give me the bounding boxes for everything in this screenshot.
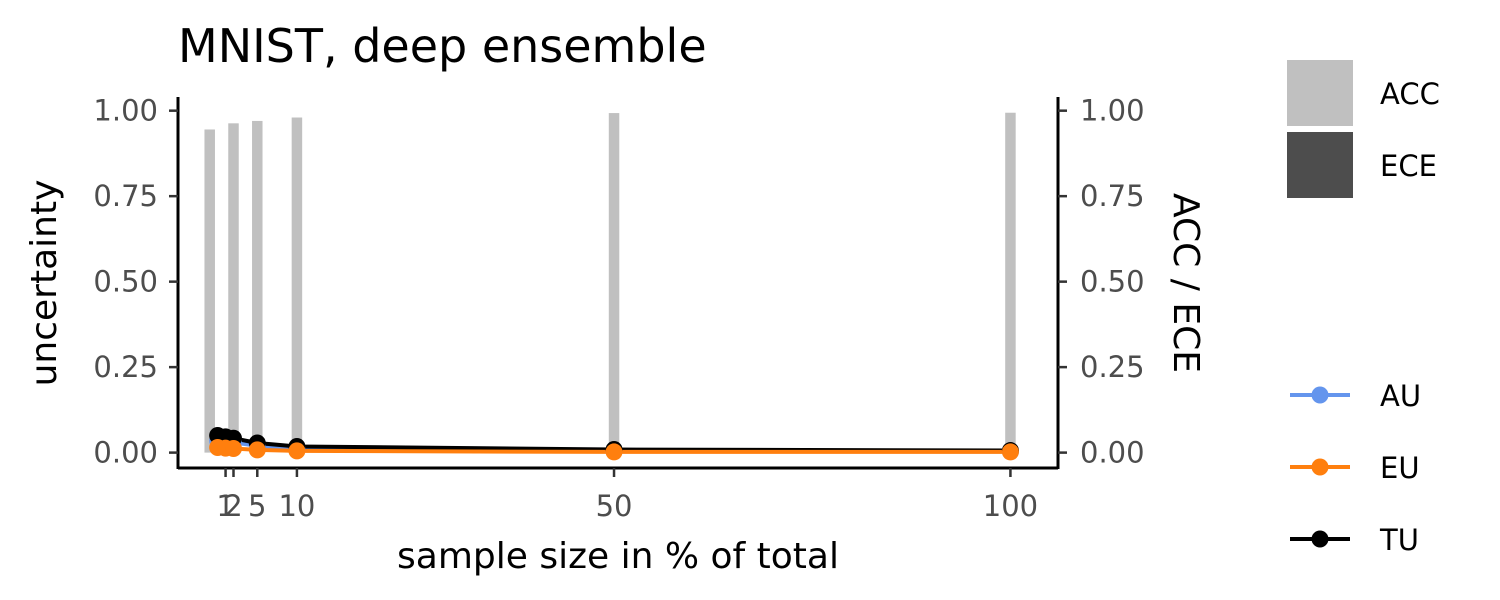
legend-marker-tu xyxy=(1311,530,1329,548)
y-tick-label-3: 0.75 xyxy=(93,179,158,213)
bar-acc-5 xyxy=(1005,112,1016,453)
point-eu-3 xyxy=(248,441,266,459)
y-tick-label-2: 0.50 xyxy=(93,265,158,299)
y-axis-title: uncertainty xyxy=(24,180,65,387)
x-tick-label-3: 10 xyxy=(278,489,315,523)
bar-acc-0 xyxy=(204,129,215,453)
legend: ACC ECE AU EU TU xyxy=(1287,60,1440,557)
legend-marker-eu xyxy=(1311,458,1329,476)
x-tick-label-2: 5 xyxy=(248,489,266,523)
x-tick-label-5: 100 xyxy=(983,489,1038,523)
bar-acc-3 xyxy=(291,117,303,453)
legend-label-eu: EU xyxy=(1380,451,1420,485)
y2-tick-label-3: 0.75 xyxy=(1080,179,1145,213)
legend-label-ece: ECE xyxy=(1380,149,1437,183)
point-eu-5 xyxy=(605,443,623,461)
y2-tick-label-1: 0.25 xyxy=(1080,350,1145,384)
y-tick-label-4: 1.00 xyxy=(93,94,158,128)
bar-acc-4 xyxy=(608,113,620,453)
legend-swatch-ece xyxy=(1287,132,1353,198)
lines-layer xyxy=(209,427,1019,461)
legend-label-tu: TU xyxy=(1379,523,1419,557)
bars-layer xyxy=(204,112,1016,453)
x-tick-label-4: 50 xyxy=(596,489,633,523)
x-tick-label-1: 2 xyxy=(224,489,242,523)
bar-acc-2 xyxy=(252,120,263,453)
y-tick-label-1: 0.25 xyxy=(93,350,158,384)
y2-tick-label-4: 1.00 xyxy=(1080,94,1145,128)
y2-tick-label-0: 0.00 xyxy=(1080,436,1145,470)
point-eu-2 xyxy=(224,440,242,458)
axes-layer: 0.00 0.00 0.25 0.25 0.50 0.50 0.75 0.75 1.00 1.00… xyxy=(93,94,1144,523)
legend-label-au: AU xyxy=(1380,379,1421,413)
x-tick-label-0: 1 xyxy=(216,489,234,523)
chart-title: MNIST, deep ensemble xyxy=(178,19,707,73)
point-eu-6 xyxy=(1001,443,1019,461)
legend-label-acc: ACC xyxy=(1380,77,1440,111)
bar-acc-1 xyxy=(228,123,239,453)
x-axis-title: sample size in % of total xyxy=(397,536,839,577)
legend-marker-au xyxy=(1311,386,1329,404)
legend-swatch-acc xyxy=(1287,60,1353,126)
y-tick-label-0: 0.00 xyxy=(93,436,158,470)
y2-axis-title: ACC / ECE xyxy=(1165,193,1206,373)
y2-tick-label-2: 0.50 xyxy=(1080,265,1145,299)
point-eu-4 xyxy=(288,442,306,460)
